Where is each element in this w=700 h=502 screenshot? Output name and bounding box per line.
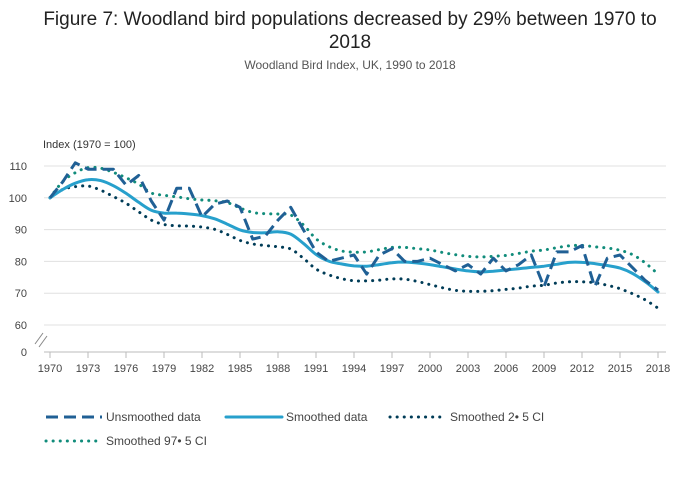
x-tick-label: 1973 xyxy=(76,363,100,375)
x-tick-label: 1991 xyxy=(304,363,328,375)
x-tick-label: 1994 xyxy=(342,363,366,375)
x-tick-label: 1997 xyxy=(380,363,404,375)
y-tick-label: 100 xyxy=(9,193,27,205)
x-tick-label: 2015 xyxy=(608,363,632,375)
y-tick-label: 60 xyxy=(15,320,27,332)
series-line-ci_upper xyxy=(48,165,660,276)
x-tick-label: 2009 xyxy=(532,363,556,375)
legend-label: Smoothed data xyxy=(286,410,368,424)
legend-item-ci_upper[interactable]: Smoothed 97• 5 CI xyxy=(44,434,207,448)
x-tick-label: 1985 xyxy=(228,363,252,375)
y-tick-label: 0 xyxy=(21,347,27,359)
legend-item-ci_lower[interactable]: Smoothed 2• 5 CI xyxy=(388,410,544,424)
legend-item-smoothed[interactable]: Smoothed data xyxy=(224,410,368,424)
x-tick-label: 2018 xyxy=(646,363,670,375)
y-tick-label: 80 xyxy=(15,256,27,268)
x-tick-label: 2006 xyxy=(494,363,518,375)
legend-item-unsmoothed[interactable]: Unsmoothed data xyxy=(46,410,201,424)
x-tick-label: 1982 xyxy=(190,363,214,375)
legend-label: Smoothed 97• 5 CI xyxy=(106,434,207,448)
y-tick-label: 110 xyxy=(9,161,27,173)
axis-layer: Index (1970 = 100) 0 60 70 80 90 100 110 1970 197… xyxy=(9,139,671,375)
x-tick-label: 1979 xyxy=(152,363,176,375)
x-tick-label: 1988 xyxy=(266,363,290,375)
chart-title: Figure 7: Woodland bird populations decr… xyxy=(43,9,657,53)
legend-label: Unsmoothed data xyxy=(106,410,201,424)
series-line-unsmoothed xyxy=(48,161,659,292)
y-axis-label: Index (1970 = 100) xyxy=(43,139,136,151)
x-tick-label: 2003 xyxy=(456,363,480,375)
x-tick-label: 2012 xyxy=(570,363,594,375)
grid-layer xyxy=(44,165,666,353)
x-tick-label: 1976 xyxy=(114,363,138,375)
legend-label: Smoothed 2• 5 CI xyxy=(450,410,544,424)
series-line-ci_lower xyxy=(48,184,660,310)
series-line-smoothed xyxy=(48,177,660,294)
series-layer xyxy=(48,161,660,310)
legend: Unsmoothed data Smoothed data Smoothed 2• … xyxy=(44,410,544,448)
x-tick-label: 1970 xyxy=(38,363,62,375)
y-tick-label: 90 xyxy=(15,225,27,237)
chart-subtitle: Woodland Bird Index, UK, 1990 to 2018 xyxy=(244,58,456,72)
x-tick-label: 2000 xyxy=(418,363,442,375)
y-tick-label: 70 xyxy=(15,288,27,300)
axis-break-marker xyxy=(30,331,54,348)
